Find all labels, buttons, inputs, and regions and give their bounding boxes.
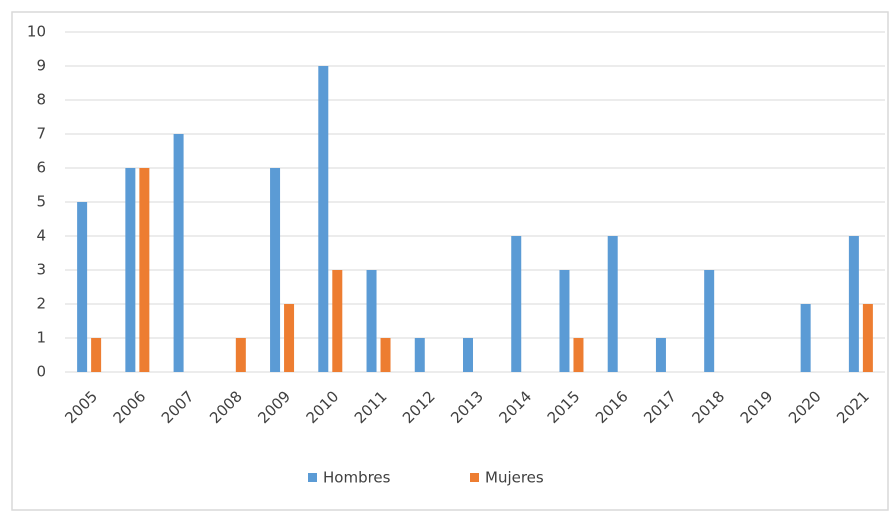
y-tick-label: 7 — [36, 125, 46, 143]
legend-swatch — [470, 473, 479, 482]
bar — [559, 270, 570, 372]
y-tick-label: 0 — [36, 363, 46, 381]
bar — [235, 338, 246, 372]
bar — [173, 134, 184, 372]
bar — [91, 338, 102, 372]
bar — [848, 236, 859, 372]
bar — [366, 270, 377, 372]
legend-swatch — [308, 473, 317, 482]
y-tick-label: 4 — [36, 227, 46, 245]
legend-label: Mujeres — [485, 469, 544, 487]
legend-label: Hombres — [323, 469, 391, 487]
bar — [414, 338, 425, 372]
bar — [704, 270, 715, 372]
bar — [332, 270, 343, 372]
bar — [862, 304, 873, 372]
y-tick-label: 2 — [36, 295, 46, 313]
y-tick-label: 9 — [36, 57, 46, 75]
bar — [607, 236, 618, 372]
bar — [655, 338, 666, 372]
bar — [463, 338, 473, 372]
bar — [284, 304, 295, 372]
bar — [800, 304, 811, 372]
chart-frame — [11, 11, 889, 511]
y-tick-label: 3 — [36, 261, 46, 279]
y-tick-label: 8 — [36, 91, 46, 109]
y-tick-label: 5 — [36, 193, 46, 211]
y-tick-label: 1 — [36, 329, 46, 347]
bar — [270, 168, 281, 372]
bar — [511, 236, 522, 372]
bar — [380, 338, 391, 372]
bar — [77, 202, 88, 372]
y-tick-label: 6 — [36, 159, 46, 177]
bar — [318, 66, 329, 372]
bar — [573, 338, 584, 372]
y-tick-label: 10 — [27, 23, 46, 41]
bar — [139, 168, 150, 372]
bar — [125, 168, 136, 372]
